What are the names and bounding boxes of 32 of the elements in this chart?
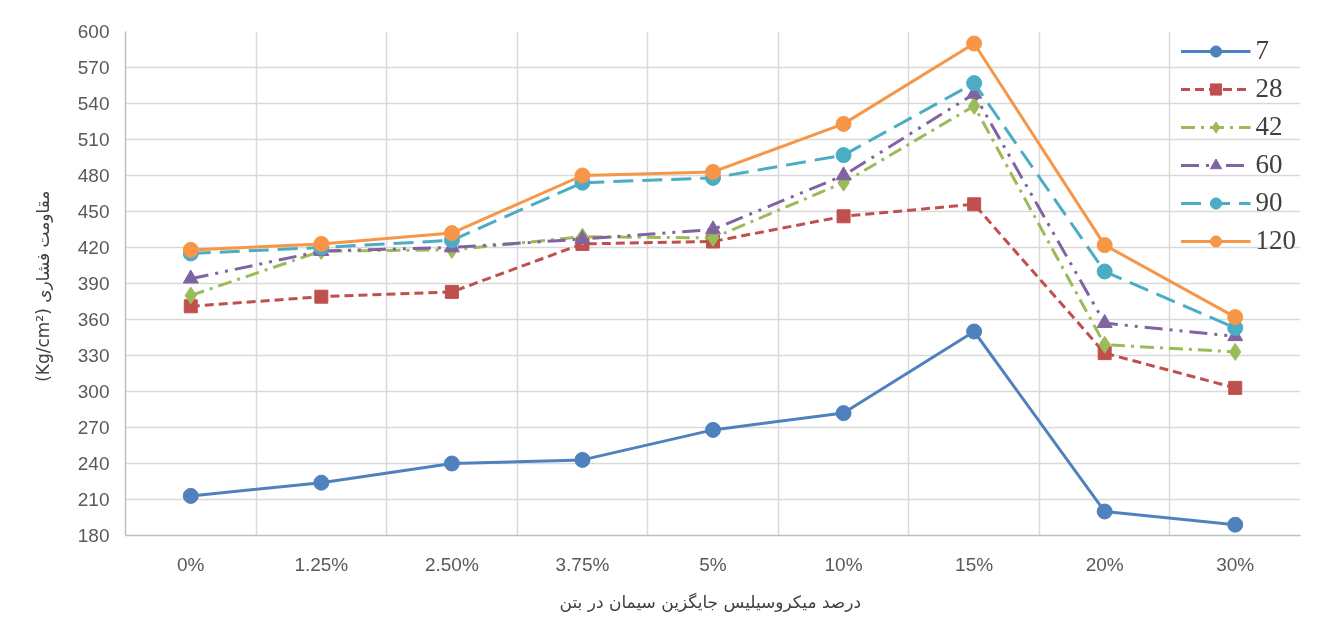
legend-label: 120 xyxy=(1255,225,1296,256)
x-tick-label: 20% xyxy=(1085,553,1124,575)
y-axis-title: (Kg/cm²) مقاومت فشاری xyxy=(32,190,53,382)
x-tick-label: 1.25% xyxy=(294,553,349,575)
y-tick-label: 420 xyxy=(77,237,110,258)
y-tick-label: 300 xyxy=(77,381,110,402)
y-tick-label: 360 xyxy=(77,309,110,330)
y-tick-label: 510 xyxy=(77,129,110,150)
legend-label: 7 xyxy=(1255,35,1270,66)
x-tick-label: 0% xyxy=(177,553,205,575)
y-tick-label: 570 xyxy=(77,57,110,78)
y-tick-label: 210 xyxy=(77,489,110,510)
y-tick-label: 390 xyxy=(77,273,110,294)
x-tick-label: 15% xyxy=(955,553,994,575)
y-tick-label: 540 xyxy=(77,93,110,114)
y-tick-label: 480 xyxy=(77,165,110,186)
x-tick-label: 5% xyxy=(699,553,727,575)
y-tick-label: 240 xyxy=(77,453,110,474)
legend-label: 90 xyxy=(1255,187,1283,218)
y-tick-label: 270 xyxy=(77,417,110,438)
y-tick-label: 180 xyxy=(77,525,110,546)
x-tick-label: 3.75% xyxy=(555,553,610,575)
x-tick-label: 30% xyxy=(1216,553,1255,575)
legend-label: 42 xyxy=(1255,111,1283,142)
x-tick-label: 10% xyxy=(824,553,863,575)
y-tick-label: 450 xyxy=(77,201,110,222)
x-tick-label: 2.50% xyxy=(424,553,479,575)
y-tick-label: 330 xyxy=(77,345,110,366)
x-axis-title: درصد میکروسیلیس جایگزین سیمان در بتن xyxy=(559,591,862,612)
legend-label: 28 xyxy=(1255,73,1283,104)
legend-label: 60 xyxy=(1255,149,1283,180)
y-tick-label: 600 xyxy=(77,21,110,42)
